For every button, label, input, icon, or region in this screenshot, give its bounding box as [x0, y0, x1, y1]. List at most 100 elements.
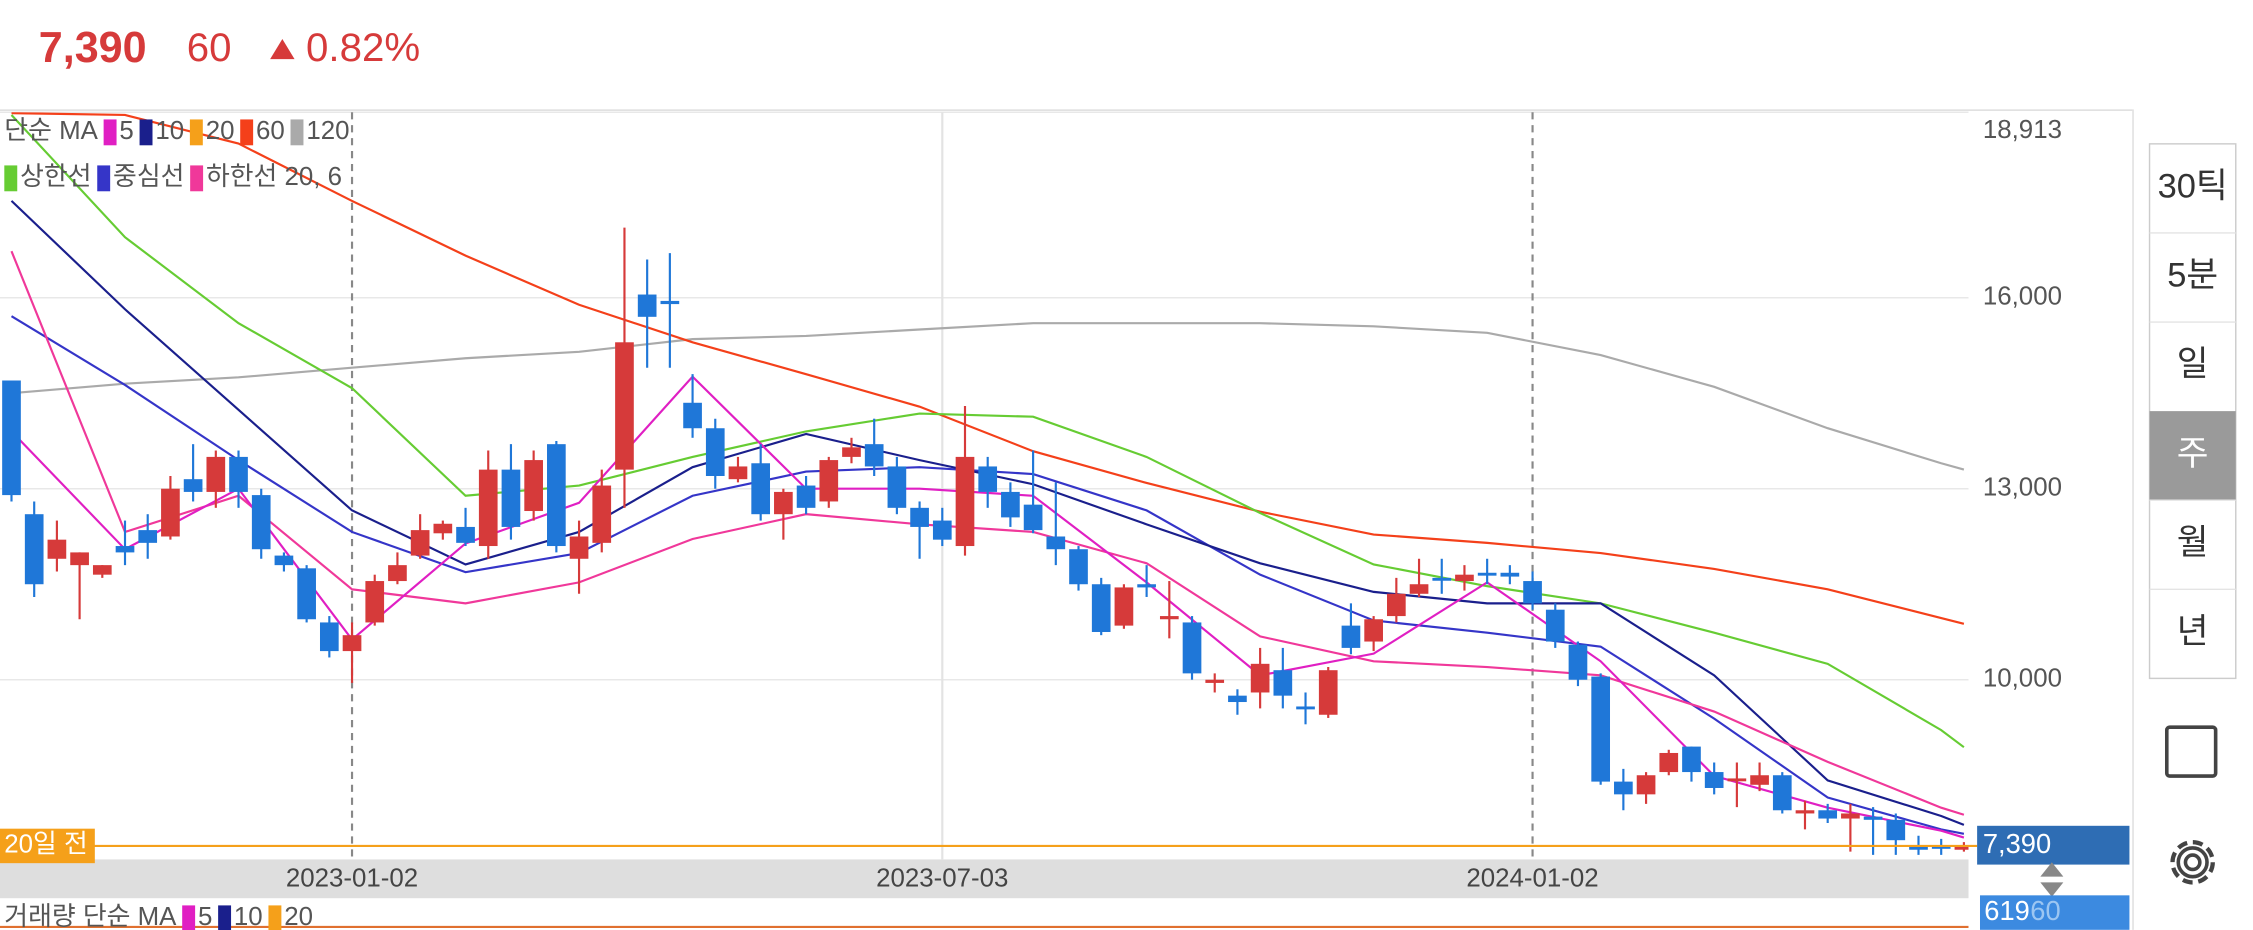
legend-swatch [103, 119, 117, 146]
legend-item: 하한선 20, 6 [206, 162, 342, 191]
legend-swatch [240, 119, 254, 146]
candle-body [1137, 584, 1156, 588]
up-arrow [270, 38, 295, 60]
candle-body [1318, 670, 1338, 715]
candle-body [1432, 577, 1452, 581]
candle-body [728, 466, 748, 480]
candle-body [1931, 845, 1951, 849]
candle-body [206, 456, 226, 492]
candle-body [1727, 778, 1747, 782]
candle-body [365, 581, 385, 623]
candle-body [1250, 663, 1270, 693]
candle-body [955, 456, 975, 547]
candle-body [1364, 619, 1383, 642]
legend-swatch [189, 119, 203, 146]
settings-icon[interactable] [2170, 840, 2215, 885]
candle-body [637, 294, 657, 317]
legend-item: 상한선 [20, 162, 91, 191]
y-tick-label: 16,000 [1983, 283, 2062, 311]
candle-body [978, 466, 998, 492]
candle-body [1228, 695, 1247, 703]
legend-item: 20 [206, 117, 235, 145]
gear-ring [2176, 846, 2209, 879]
candle-body [1205, 679, 1225, 683]
date-band [0, 859, 1969, 899]
volume-last: 619 [1984, 895, 2030, 926]
candle-body [92, 565, 112, 575]
candle-body [547, 444, 566, 547]
candle-body [1023, 504, 1043, 531]
candle-body [1795, 810, 1815, 814]
candle-body [1387, 593, 1406, 617]
candle-body [864, 444, 884, 467]
candle-body [501, 469, 521, 527]
candle-body [932, 520, 952, 540]
candle-body [660, 300, 680, 305]
x-tick-label: 2023-07-03 [876, 864, 1008, 892]
candle-body [1614, 781, 1633, 795]
period-button[interactable]: 년 [2177, 613, 2209, 651]
candle-body [751, 463, 771, 515]
candle-body [274, 555, 294, 566]
resize-handle-down[interactable] [2040, 882, 2064, 897]
candle-body [251, 495, 271, 550]
change-pct: 0.82% [306, 25, 420, 70]
candle-body [1341, 625, 1361, 648]
candle-body [592, 485, 612, 543]
candle-body [1863, 816, 1883, 820]
volume-box [1979, 895, 2130, 930]
candle-body [1500, 572, 1520, 577]
legend-item: 10 [155, 117, 184, 145]
candle-body [774, 491, 793, 515]
candle-body [1477, 572, 1497, 576]
candle-body [910, 507, 929, 527]
candle-body [1704, 772, 1724, 788]
x-tick-label: 2024-01-02 [1466, 864, 1598, 892]
layout-icon[interactable] [2164, 725, 2218, 778]
candle-body [1114, 587, 1134, 626]
period-button[interactable]: 주 [2177, 435, 2209, 473]
candle-body [1772, 775, 1792, 811]
candle-body [1591, 676, 1611, 782]
x-tick-label: 2023-01-02 [286, 864, 418, 892]
candle-body [887, 466, 907, 508]
period-button[interactable]: 5분 [2167, 257, 2218, 295]
price-box-label: 7,390 [1983, 828, 2051, 859]
price-box [1977, 825, 2130, 865]
candle-body [1001, 491, 1020, 518]
plot [2, 112, 1969, 855]
candle-body [161, 488, 180, 537]
ma-line [11, 322, 1965, 471]
price: 7,390 [39, 24, 147, 72]
candle-body [433, 523, 453, 534]
candle-body [1636, 775, 1656, 795]
period-button[interactable]: 월 [2177, 524, 2209, 562]
volume-overlap: 60 [2030, 895, 2060, 926]
candle-body [183, 479, 203, 492]
candle-body [1273, 670, 1293, 696]
gear [2170, 840, 2215, 885]
legend-item: 60 [256, 117, 285, 145]
period-button[interactable]: 일 [2177, 346, 2209, 384]
period-button[interactable]: 30틱 [2158, 168, 2228, 206]
candle-body [47, 539, 67, 559]
candle-body [478, 469, 498, 547]
legend-swatch [97, 165, 111, 192]
tag-bg [0, 828, 95, 864]
legend-label: 단순 MA [4, 116, 98, 145]
ma-line [10, 114, 1965, 749]
candle-body [1886, 819, 1906, 841]
resize-handle[interactable] [2040, 862, 2064, 877]
candle-body [819, 460, 839, 502]
candle-body [342, 635, 362, 652]
y-tick-label: 18,913 [1983, 116, 2062, 144]
candle-body [456, 526, 475, 543]
candle-body [524, 460, 543, 512]
candle-body [683, 402, 702, 429]
candle-body [842, 447, 861, 457]
legend-item: 120 [306, 117, 349, 145]
candle-body [615, 342, 634, 470]
legend-swatch [139, 119, 153, 146]
